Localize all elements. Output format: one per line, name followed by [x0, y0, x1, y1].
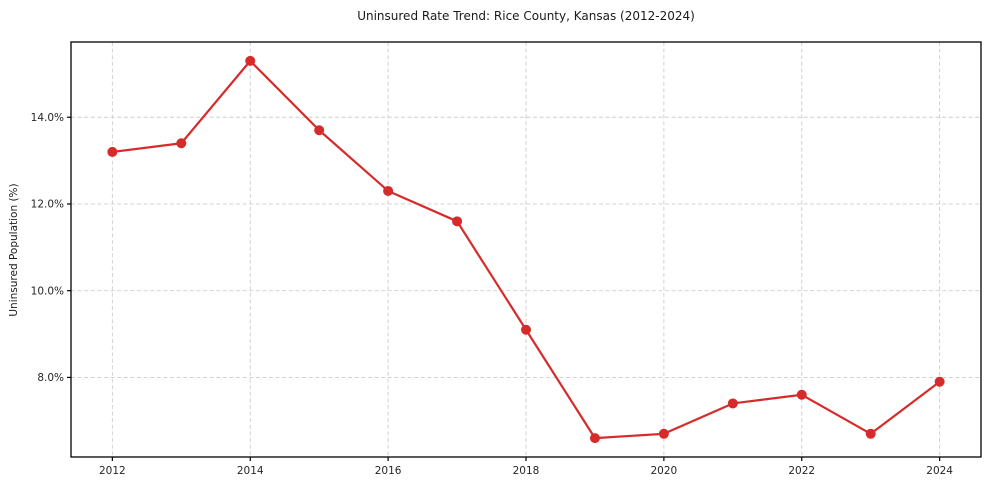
data-point-2018: [521, 324, 531, 335]
x-tick-label: 2016: [375, 465, 402, 477]
x-tick-label: 2024: [926, 465, 953, 477]
data-point-2012: [107, 146, 118, 157]
data-point-2023: [865, 428, 876, 439]
data-point-2021: [727, 398, 738, 409]
data-point-2017: [452, 216, 463, 227]
x-tick-label: 2022: [788, 465, 815, 477]
data-point-2016: [383, 185, 394, 196]
y-tick-label: 8.0%: [37, 372, 64, 384]
data-point-2019: [589, 433, 600, 444]
data-point-2014: [245, 55, 256, 66]
y-tick-label: 10.0%: [31, 285, 64, 297]
data-point-2024: [934, 376, 945, 387]
x-tick-label: 2018: [513, 465, 540, 477]
x-tick-label: 2012: [99, 465, 126, 477]
data-point-2022: [796, 389, 807, 400]
y-tick-label: 12.0%: [31, 199, 64, 211]
y-tick-label: 14.0%: [31, 112, 64, 124]
x-tick-label: 2014: [237, 465, 264, 477]
chart-title: Uninsured Rate Trend: Rice County, Kansa…: [357, 9, 695, 23]
x-tick-label: 2020: [651, 465, 678, 477]
data-point-2020: [658, 428, 669, 439]
data-point-2015: [314, 125, 325, 136]
data-point-2013: [176, 138, 187, 149]
